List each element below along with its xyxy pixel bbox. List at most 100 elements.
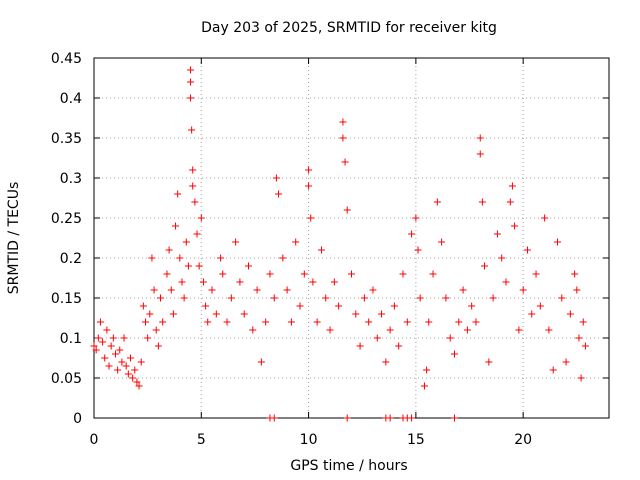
data-point	[541, 214, 549, 222]
y-tick-label: 0.35	[51, 131, 82, 147]
data-point	[193, 230, 201, 238]
data-point	[360, 294, 368, 302]
data-point	[129, 374, 137, 382]
data-point	[341, 158, 349, 166]
data-point	[378, 310, 386, 318]
data-point	[217, 254, 225, 262]
data-point	[549, 366, 557, 374]
data-point	[300, 270, 308, 278]
data-point	[575, 334, 583, 342]
data-point	[176, 254, 184, 262]
data-point	[182, 238, 190, 246]
data-point	[223, 318, 231, 326]
data-point	[313, 318, 321, 326]
data-point	[120, 334, 128, 342]
data-points	[90, 66, 589, 422]
x-tick-label: 5	[197, 432, 206, 448]
data-point	[167, 286, 175, 294]
data-point	[114, 366, 122, 374]
data-point	[414, 246, 422, 254]
y-axis-label: SRMTID / TECUs	[6, 182, 22, 295]
data-point	[577, 374, 585, 382]
data-point	[339, 134, 347, 142]
data-point	[150, 286, 158, 294]
data-point	[272, 174, 280, 182]
data-point	[99, 338, 107, 346]
data-point	[348, 270, 355, 278]
x-tick-label: 0	[90, 432, 99, 448]
data-point	[498, 254, 506, 262]
data-point	[408, 414, 416, 422]
data-point	[111, 350, 119, 358]
data-point	[562, 358, 570, 366]
data-point	[515, 326, 523, 334]
data-point	[571, 270, 579, 278]
data-point	[506, 198, 514, 206]
y-tick-label: 0.2	[60, 251, 82, 267]
data-point	[118, 358, 126, 366]
data-point	[296, 302, 304, 310]
data-point	[382, 358, 390, 366]
data-point	[96, 318, 104, 326]
data-point	[279, 254, 287, 262]
data-point	[420, 382, 428, 390]
data-point	[139, 302, 147, 310]
data-point	[536, 302, 544, 310]
data-point	[292, 238, 300, 246]
y-tick-label: 0.1	[60, 331, 82, 347]
data-point	[373, 334, 381, 342]
data-point	[558, 294, 566, 302]
data-point	[322, 294, 330, 302]
data-point	[227, 294, 235, 302]
x-tick-label: 10	[300, 432, 318, 448]
x-axis-label: GPS time / hours	[290, 458, 407, 474]
data-point	[189, 166, 197, 174]
data-point	[532, 270, 540, 278]
data-point	[165, 246, 173, 254]
data-point	[94, 334, 102, 342]
data-point	[122, 362, 130, 370]
data-point	[187, 94, 195, 102]
data-point	[451, 350, 458, 358]
data-point	[579, 318, 587, 326]
data-point	[137, 358, 145, 366]
data-point	[330, 278, 338, 286]
data-point	[511, 222, 519, 230]
data-point	[172, 222, 180, 230]
data-point	[187, 66, 195, 74]
y-tick-label: 0.3	[60, 171, 82, 187]
data-point	[219, 270, 227, 278]
data-point	[257, 358, 265, 366]
x-tick-label: 15	[407, 432, 425, 448]
data-point	[493, 230, 501, 238]
data-point	[481, 262, 489, 270]
data-point	[202, 302, 210, 310]
data-point	[212, 310, 220, 318]
y-tick-label: 0.45	[51, 51, 82, 67]
data-point	[236, 278, 244, 286]
data-point	[343, 206, 351, 214]
data-point	[187, 78, 195, 86]
x-tick-label: 20	[514, 432, 532, 448]
data-point	[339, 118, 347, 126]
data-point	[275, 190, 283, 198]
data-point	[199, 278, 207, 286]
plot-frame	[93, 57, 610, 419]
data-point	[343, 414, 351, 422]
data-point	[195, 262, 203, 270]
data-point	[174, 190, 182, 198]
chart-title: Day 203 of 2025, SRMTID for receiver kit…	[201, 20, 497, 36]
data-point	[309, 278, 317, 286]
data-point	[159, 318, 167, 326]
data-point	[208, 286, 216, 294]
data-point	[459, 286, 467, 294]
data-point	[305, 182, 313, 190]
data-point	[249, 326, 257, 334]
data-point	[523, 246, 531, 254]
data-point	[429, 270, 437, 278]
data-point	[307, 214, 315, 222]
data-point	[386, 414, 394, 422]
y-tick-label: 0.25	[51, 211, 82, 227]
data-point	[478, 198, 486, 206]
